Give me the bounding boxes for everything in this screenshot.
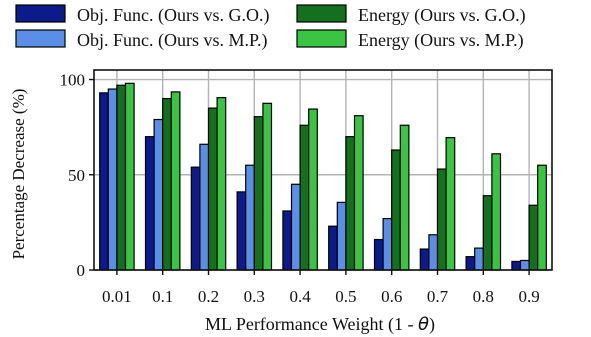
bar-1-0.8 — [465, 256, 476, 271]
legend: Obj. Func. (Ours vs. G.O.) Obj. Func. (Ou… — [15, 4, 526, 51]
bar-1-0.3 — [236, 191, 247, 271]
x-tick-label: 0.1 — [152, 287, 173, 306]
bar-2-0.4 — [290, 183, 301, 271]
bar-1-0.4 — [282, 210, 293, 271]
x-tick-label: 0.5 — [335, 287, 356, 306]
bar-3-0.9 — [528, 204, 539, 271]
bar-3-0.1 — [162, 97, 172, 271]
bar-4-0.7 — [445, 137, 456, 271]
x-tick-label: 0.01 — [102, 287, 132, 306]
bar-3-0.2 — [207, 107, 218, 271]
x-tick-label: 0.9 — [518, 287, 539, 306]
bar-4-0.2 — [216, 97, 227, 271]
legend-label: Obj. Func. (Ours vs. G.O.) — [77, 5, 270, 26]
x-tick-label: 0.6 — [381, 287, 402, 306]
x-tick-label: 0.7 — [427, 287, 449, 306]
x-axis-label: ML Performance Weight (1 - θ) — [205, 314, 435, 335]
bar-2-0.8 — [474, 247, 484, 271]
y-tick-label: 100 — [60, 71, 86, 90]
bar-3-0.6 — [391, 149, 401, 271]
bar-2-0.01 — [107, 88, 118, 271]
x-axis-label-suffix: ) — [429, 314, 435, 335]
x-axis-ticks: 0.01 0.1 0.2 0.3 0.4 0.5 0.6 0.7 0.8 0.9 — [102, 270, 540, 306]
bar-1-0.2 — [190, 166, 201, 271]
y-tick-label: 50 — [68, 166, 85, 185]
bar-3-0.4 — [299, 124, 310, 271]
bar-2-0.5 — [336, 201, 347, 271]
legend-label: Energy (Ours vs. M.P.) — [358, 30, 524, 51]
plot-frame — [93, 69, 553, 271]
y-axis-ticks: 0 50 100 — [60, 71, 94, 280]
bar-4-0.3 — [262, 102, 273, 271]
bars — [99, 82, 547, 271]
bar-1-0.01 — [99, 92, 109, 271]
bar-1-0.9 — [511, 260, 522, 271]
bar-4-0.9 — [537, 164, 547, 271]
legend-label: Energy (Ours vs. G.O.) — [358, 5, 526, 26]
bar-1-0.6 — [373, 238, 384, 271]
bar-2-0.9 — [519, 259, 530, 271]
x-axis-label-prefix: ML Performance Weight (1 - — [205, 314, 418, 335]
bar-3-0.7 — [436, 168, 447, 271]
bar-4-0.4 — [308, 108, 318, 271]
bar-3-0.01 — [116, 84, 127, 271]
x-tick-label: 0.3 — [244, 287, 265, 306]
bar-3-0.8 — [482, 195, 493, 271]
x-tick-label: 0.2 — [198, 287, 219, 306]
bar-2-0.6 — [382, 217, 393, 271]
bar-1-0.5 — [328, 225, 338, 271]
bar-4-0.01 — [124, 82, 135, 271]
bar-2-0.3 — [245, 164, 255, 271]
bar-4-0.1 — [170, 91, 181, 271]
bar-4-0.6 — [399, 124, 410, 271]
bar-2-0.7 — [428, 234, 439, 271]
x-tick-label: 0.8 — [473, 287, 494, 306]
y-axis-label: Percentage Decrease (%) — [9, 89, 28, 260]
bar-2-0.2 — [199, 143, 210, 271]
x-axis-label-symbol: θ — [418, 314, 429, 335]
y-tick-label: 0 — [77, 261, 86, 280]
bar-3-0.5 — [345, 136, 356, 271]
bar-3-0.3 — [253, 116, 264, 271]
bar-2-0.1 — [153, 118, 164, 271]
bar-1-0.1 — [144, 136, 155, 271]
bar-4-0.8 — [491, 153, 502, 271]
legend-label: Obj. Func. (Ours vs. M.P.) — [77, 30, 268, 51]
legend-swatch — [15, 4, 66, 23]
legend-swatch — [15, 29, 66, 48]
x-tick-label: 0.4 — [289, 287, 311, 306]
bar-1-0.7 — [419, 248, 430, 271]
legend-swatch — [296, 4, 347, 23]
legend-swatch — [296, 29, 347, 48]
bar-4-0.5 — [353, 115, 364, 271]
